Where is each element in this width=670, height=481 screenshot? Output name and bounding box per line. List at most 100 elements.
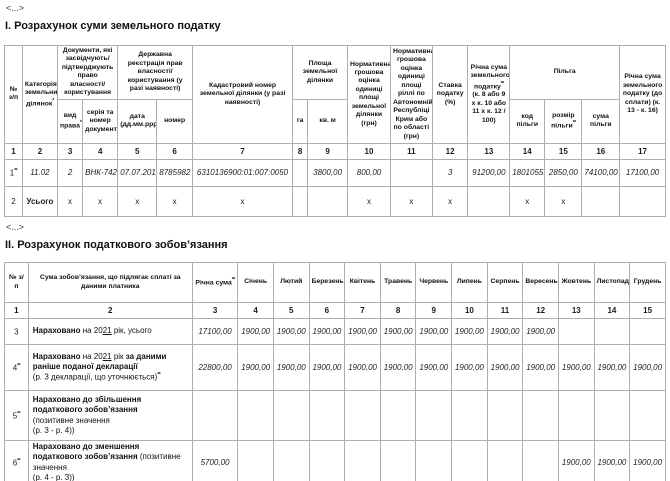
s2-r4-month: 1900,00 [593, 344, 631, 391]
s2-month-header-jul: Липень [451, 262, 488, 303]
row-num: 4 [12, 363, 18, 373]
s1-colnum: 5 [117, 142, 158, 160]
land-tax-table: № з/п Категорія земельних ділянок* Докум… [4, 45, 666, 217]
s2-row-increase-liability: 5** Нараховано до збільшення податкового… [4, 390, 666, 441]
s1-colnum: 4 [82, 142, 119, 160]
s1-col13-formula: (к. 8 або 9 х к. 10 або 11 х к. 12 / 100… [471, 91, 507, 124]
section-2-title: ІІ. Розрахунок податкового зобов’язання [5, 239, 228, 251]
s2-r4-month: 1900,00 [415, 344, 453, 391]
s2-r6-month [451, 440, 488, 481]
s2-row-number: 4** [4, 344, 29, 391]
s2-r4-month: 1900,00 [629, 344, 666, 391]
s2-r4-annual: 22800,00 [191, 344, 239, 391]
s2-colnum: 3 [191, 302, 239, 319]
s2-row5-label: Нараховано до збільшення податкового зоб… [27, 390, 193, 441]
s2-row-number: 6** [4, 440, 29, 481]
s2-colnum: 10 [451, 302, 488, 319]
s1-r2-cell: х [82, 185, 119, 217]
tax-liability-table: № з/п Сума зобов’язання, що підлягає спл… [4, 262, 666, 481]
s1-r1-doc-number: ВНК-742 [82, 158, 119, 187]
s1-r2-cell: х [431, 185, 469, 217]
s2-colnum: 15 [629, 302, 666, 319]
s2-r3-month: 1900,00 [451, 318, 488, 345]
s2-r4-month: 1900,00 [557, 344, 595, 391]
s2-r5-month [344, 390, 381, 441]
s2-colnum: 8 [379, 302, 417, 319]
row-num: 3 [14, 327, 19, 337]
footnote-marker: * [52, 97, 54, 104]
label-bold: Нараховано до збільшення податкового зоб… [32, 394, 142, 415]
footnote-marker: ** [14, 168, 18, 175]
s1-r2-cell: х [117, 185, 158, 217]
label-text: (позитивне значення [32, 452, 181, 472]
s2-r6-month [522, 440, 559, 481]
s1-colnum: 17 [619, 142, 666, 160]
s2-colnum: 5 [272, 302, 310, 319]
s1-colnum: 12 [431, 142, 469, 160]
s1-col5-header: дата (дд.мм.рррр) [117, 98, 158, 144]
s2-r3-month: 1900,00 [522, 318, 559, 345]
row-num: 5 [12, 411, 18, 421]
s1-col2-header: Категорія земельних ділянок* [21, 45, 58, 144]
footnote-marker: ** [500, 80, 504, 87]
s2-r4-month: 1900,00 [272, 344, 310, 391]
s1-col6-header: номер [156, 98, 194, 144]
s1-colnum: 10 [346, 142, 392, 160]
s1-r2-cell: х [156, 185, 194, 217]
s2-month-header-aug: Серпень [486, 262, 524, 303]
s2-r6-month [415, 440, 453, 481]
s1-col4-header: серія та номер документа [82, 98, 119, 144]
s1-r1-arable-valuation [390, 158, 433, 187]
s2-month-header-feb: Лютий [272, 262, 310, 303]
s2-r3-month: 1900,00 [415, 318, 453, 345]
s1-col16-header: сума пільги [581, 98, 621, 144]
s1-group-registration-header: Державна реєстрація прав власності/корис… [117, 45, 194, 100]
s2-r3-month [557, 318, 595, 345]
s2-r6-month [308, 440, 346, 481]
s1-group-area-header: Площа земельної ділянки [292, 45, 348, 100]
s2-r6-month [272, 440, 310, 481]
s1-colnum: 2 [21, 142, 58, 160]
s1-col15-label: розмір пільги [551, 111, 575, 130]
s1-r2-cell [467, 185, 511, 217]
s1-colnum: 11 [390, 142, 433, 160]
s1-total-row: 2 Усього х х х х х х х х х х [4, 185, 666, 217]
s2-month-header-dec: Грудень [629, 262, 666, 303]
s1-col13-header: Річна сума земельного податку** (к. 8 аб… [467, 45, 511, 144]
s2-r3-month: 1900,00 [237, 318, 274, 345]
s1-r2-cell [581, 185, 621, 217]
s2-col1-header: № з/п [4, 262, 29, 303]
s1-r1-benefit-sum: 74100,00 [581, 158, 621, 187]
s1-r1-tax-payable: 17100,00 [619, 158, 666, 187]
s2-r6-month: 1900,00 [593, 440, 631, 481]
s2-r3-annual: 17100,00 [191, 318, 239, 345]
s1-r1-area-sqm: 3800,00 [307, 158, 348, 187]
s2-header-row: № з/п Сума зобов’язання, що підлягає спл… [4, 262, 666, 303]
s1-column-numbers-row: 1 2 3 4 5 6 7 8 9 10 11 12 13 14 15 16 1… [4, 142, 666, 160]
s2-row6-label: Нараховано до зменшення податкового зобо… [27, 440, 193, 481]
label-text: на 20 [80, 351, 103, 361]
s1-row-number: 2 [4, 185, 23, 217]
label-bold: Нараховано до зменшення податкового зобо… [32, 442, 140, 462]
ellipsis-mid: <...> [6, 222, 25, 232]
s2-r5-month [557, 390, 595, 441]
s2-r4-month: 1900,00 [379, 344, 417, 391]
s2-r4-month: 1900,00 [344, 344, 381, 391]
s2-colnum: 12 [522, 302, 559, 319]
s1-row-number: 1** [4, 158, 23, 187]
s2-col2-header: Сума зобов’язання, що підлягає сплаті за… [27, 262, 193, 303]
s2-colnum: 11 [486, 302, 524, 319]
s2-r5-month [451, 390, 488, 441]
s1-r1-area-ha [292, 158, 309, 187]
s2-r3-month [629, 318, 666, 345]
s1-colnum: 1 [4, 142, 23, 160]
s2-month-header-jan: Січень [237, 262, 274, 303]
s2-r3-month [593, 318, 631, 345]
s2-row-accrued-total: 3 Нараховано на 2021 рік, усього 17100,0… [4, 318, 666, 345]
label-bold: Нараховано [32, 326, 81, 336]
s2-row-decrease-liability: 6** Нараховано до зменшення податкового … [4, 440, 666, 481]
s2-month-header-may: Травень [379, 262, 417, 303]
s1-col15-header: розмір пільги** [544, 98, 583, 144]
label-line: (р. 3 - р. 4)) [32, 425, 75, 435]
s1-col3-header: вид права* [56, 98, 84, 144]
